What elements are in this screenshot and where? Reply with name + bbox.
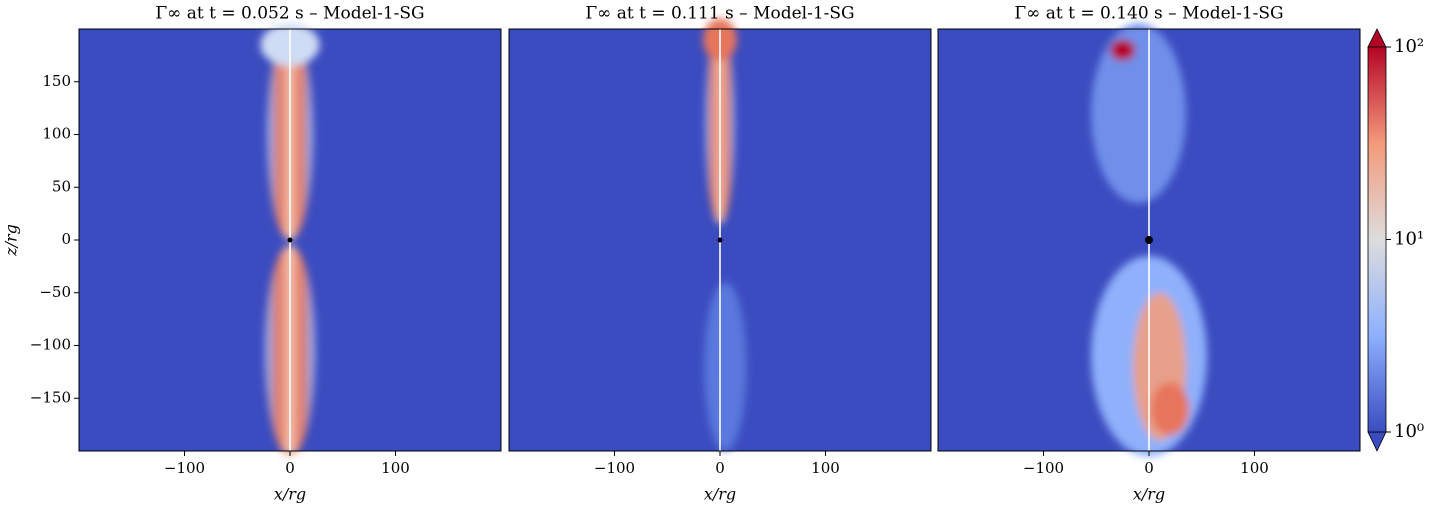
black-hole <box>1145 236 1153 244</box>
y-tick-label: −100 <box>30 336 71 354</box>
colorbar <box>1367 46 1387 433</box>
colorbar-tick-label: 10⁰ <box>1394 421 1424 442</box>
colorbar-tick-label: 10¹ <box>1394 229 1424 250</box>
jet <box>1090 23 1186 204</box>
x-axis-label: x/rg <box>274 485 306 504</box>
x-axis-label: x/rg <box>1133 485 1165 504</box>
y-tick-label: 100 <box>42 125 71 143</box>
colorbar-extend-top <box>1367 28 1387 48</box>
x-tick-label: −100 <box>164 459 205 477</box>
y-axis-label: z/rg <box>2 224 21 257</box>
jet <box>704 282 747 451</box>
x-tick-label: 100 <box>811 459 840 477</box>
x-tick-label: −100 <box>1023 459 1064 477</box>
x-axis-label: x/rg <box>704 485 736 504</box>
panel-title: Γ∞ at t = 0.052 s – Model-1-SG <box>155 4 424 24</box>
panel-title: Γ∞ at t = 0.140 s – Model-1-SG <box>1014 4 1283 24</box>
jet <box>1151 382 1190 436</box>
x-tick-label: 100 <box>381 459 410 477</box>
y-tick-label: 0 <box>61 230 71 248</box>
jet-field <box>1090 23 1208 457</box>
x-tick-label: 0 <box>1144 459 1154 477</box>
x-tick-label: 0 <box>285 459 295 477</box>
y-tick-label: 50 <box>52 177 71 195</box>
x-tick-label: 100 <box>1240 459 1269 477</box>
colorbar-extend-bottom <box>1367 431 1387 452</box>
jet <box>1109 39 1136 61</box>
colorbar-tick-label: 10² <box>1394 36 1424 57</box>
black-hole <box>717 237 723 243</box>
y-tick-label: 150 <box>42 72 71 90</box>
y-tick-label: −150 <box>30 388 71 406</box>
x-tick-label: −100 <box>594 459 635 477</box>
black-hole <box>287 237 293 243</box>
panel-title: Γ∞ at t = 0.111 s – Model-1-SG <box>585 4 854 24</box>
x-tick-label: 0 <box>715 459 725 477</box>
y-tick-label: −50 <box>39 283 71 301</box>
